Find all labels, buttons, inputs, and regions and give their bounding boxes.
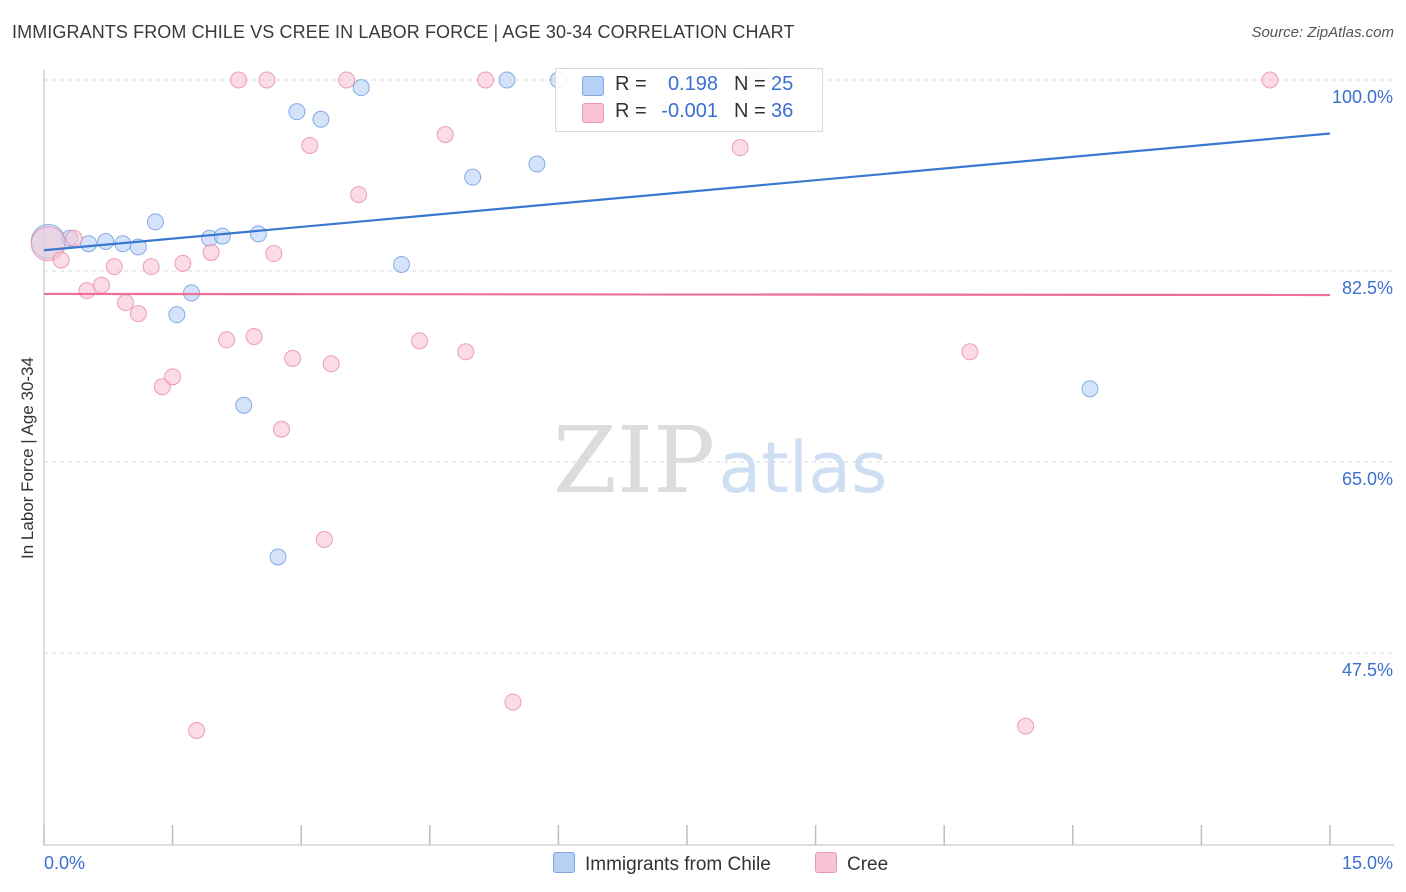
y-tick-label: 65.0% — [1342, 469, 1393, 489]
cree-regression-line — [43, 292, 1331, 297]
cree-data-point — [322, 355, 340, 373]
watermark: ZIP atlas — [553, 407, 888, 514]
y-tick-label: 100.0% — [1332, 87, 1393, 107]
watermark-atlas: atlas — [718, 427, 887, 509]
cree-data-point — [142, 258, 160, 276]
legend-item-chile[interactable]: Immigrants from Chile — [553, 852, 771, 876]
cree-data-point — [78, 282, 96, 300]
cree-data-point — [174, 254, 192, 272]
chile-data-point — [249, 225, 267, 243]
y-tick-label: 82.5% — [1342, 278, 1393, 298]
cree-data-point — [245, 327, 263, 345]
cree-data-point — [116, 294, 134, 312]
n-value: 25 — [771, 73, 794, 95]
legend-swatch-cree — [815, 852, 837, 873]
series-legend: Immigrants from Chile Cree — [0, 852, 1406, 878]
stats-legend: R = 0.198 N = 25 R = -0.001 N = 36 — [555, 68, 823, 132]
axes — [43, 70, 1394, 846]
legend-label-cree: Cree — [847, 854, 889, 875]
r-label: R = — [615, 73, 647, 95]
cree-data-point — [961, 343, 979, 361]
chile-regression-line — [43, 132, 1331, 252]
cree-swatch — [582, 103, 604, 123]
cree-data-point — [504, 693, 522, 711]
chart-title: IMMIGRANTS FROM CHILE VS CREE IN LABOR F… — [12, 22, 795, 42]
cree-data-point — [457, 343, 475, 361]
chile-data-point — [393, 255, 411, 273]
cree-data-point — [436, 126, 454, 144]
chile-data-point — [213, 227, 231, 245]
chile-data-point — [168, 306, 186, 324]
cree-data-point — [153, 378, 171, 396]
chile-data-point — [97, 233, 115, 251]
chile-data-point — [80, 235, 98, 253]
cree-data-point — [65, 229, 83, 247]
cree-data-point — [477, 71, 495, 89]
x-tick-label-max: 15.0% — [1342, 853, 1393, 873]
chile-swatch — [582, 76, 604, 96]
chile-data-point — [146, 213, 164, 231]
cree-data-point — [105, 258, 123, 276]
legend-swatch-chile — [553, 852, 575, 873]
legend-item-cree[interactable]: Cree — [815, 852, 888, 876]
legend-label-chile: Immigrants from Chile — [585, 854, 771, 875]
chile-data-point — [182, 284, 200, 302]
source-credit: Source: ZipAtlas.com — [1251, 24, 1394, 41]
cree-data-point — [129, 305, 147, 323]
chile-data-point — [288, 103, 306, 121]
cree-data-point — [188, 721, 206, 739]
x-tick-label-min: 0.0% — [44, 853, 85, 873]
cree-data-point — [230, 71, 248, 89]
cree-data-point — [284, 349, 302, 367]
cree-data-point — [411, 332, 429, 350]
cree-data-point — [52, 251, 70, 269]
cree-data-point — [30, 226, 66, 262]
y-tick-label: 47.5% — [1342, 660, 1393, 680]
r-label: R = — [615, 100, 647, 122]
chile-data-point — [312, 110, 330, 128]
cree-data-point — [1017, 717, 1035, 735]
cree-data-point — [315, 530, 333, 548]
chile-data-point — [269, 548, 287, 566]
n-label: N = — [734, 73, 766, 95]
chile-data-point — [498, 71, 516, 89]
cree-data-point — [338, 71, 356, 89]
cree-data-point — [350, 186, 368, 204]
cree-data-point — [1261, 71, 1279, 89]
cree-data-point — [92, 276, 110, 294]
data-points — [30, 71, 1279, 739]
regression-lines — [43, 132, 1331, 297]
n-label: N = — [734, 100, 766, 122]
cree-data-point — [731, 139, 749, 157]
watermark-zip: ZIP — [553, 407, 715, 514]
cree-data-point — [164, 368, 182, 386]
chile-data-point — [1081, 380, 1099, 398]
chile-data-point — [464, 168, 482, 186]
chile-data-point — [528, 155, 546, 173]
cree-data-point — [265, 245, 283, 263]
chile-data-point — [235, 396, 253, 414]
cree-data-point — [218, 331, 236, 349]
gridlines — [44, 79, 1394, 654]
chile-data-point — [352, 79, 370, 97]
r-value: -0.001 — [661, 100, 718, 122]
tick-labels: 100.0% 82.5% 65.0% 47.5% 0.0% 15.0% — [44, 87, 1393, 873]
cree-data-point — [258, 71, 276, 89]
cree-data-point — [272, 420, 290, 438]
cree-data-point — [301, 136, 319, 154]
r-value: 0.198 — [667, 73, 718, 95]
cree-data-point — [202, 243, 220, 261]
n-value: 36 — [771, 100, 794, 122]
